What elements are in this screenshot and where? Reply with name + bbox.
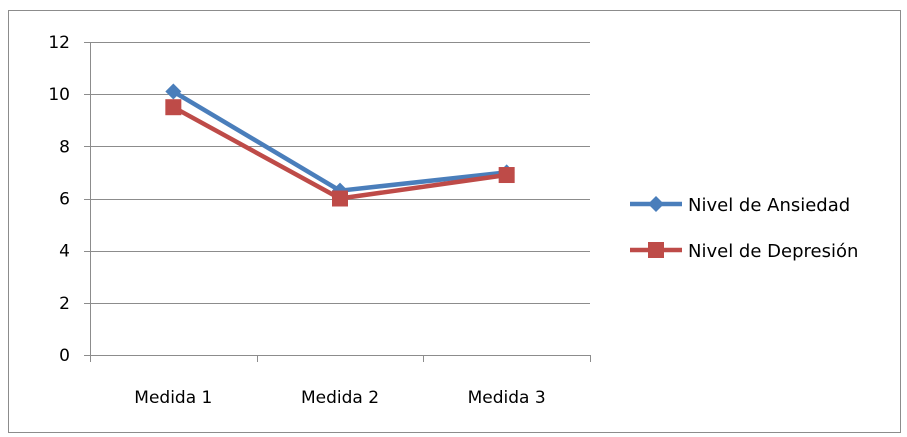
legend-label: Nivel de Depresión (688, 241, 858, 262)
data-point-diamond (165, 83, 182, 100)
y-tick-label: 12 (48, 33, 70, 53)
y-tick-label: 4 (59, 242, 70, 262)
legend-label: Nivel de Ansiedad (688, 195, 850, 216)
y-tick-label: 8 (59, 137, 70, 157)
data-point-diamond (648, 196, 664, 212)
y-tick-labels: 0 2 4 6 8 10 12 (48, 33, 70, 366)
y-tick-label: 6 (59, 190, 70, 210)
axes (84, 42, 591, 362)
data-point-square (498, 167, 515, 184)
y-tick-label: 10 (48, 85, 70, 105)
series-lines (165, 83, 515, 207)
x-tick-label: Medida 2 (301, 388, 379, 408)
data-point-square (165, 99, 182, 116)
y-tick-label: 2 (59, 294, 70, 314)
x-tick-label: Medida 1 (134, 388, 212, 408)
series-2 (165, 99, 515, 207)
data-point-square (332, 190, 348, 207)
data-point-square (648, 242, 664, 258)
chart-border (8, 10, 901, 433)
y-tick-label: 0 (59, 346, 70, 366)
x-tick-label: Medida 3 (468, 388, 546, 408)
x-tick-labels: Medida 1 Medida 2 Medida 3 (134, 388, 545, 408)
legend: Nivel de Ansiedad Nivel de Depresión (630, 195, 858, 262)
